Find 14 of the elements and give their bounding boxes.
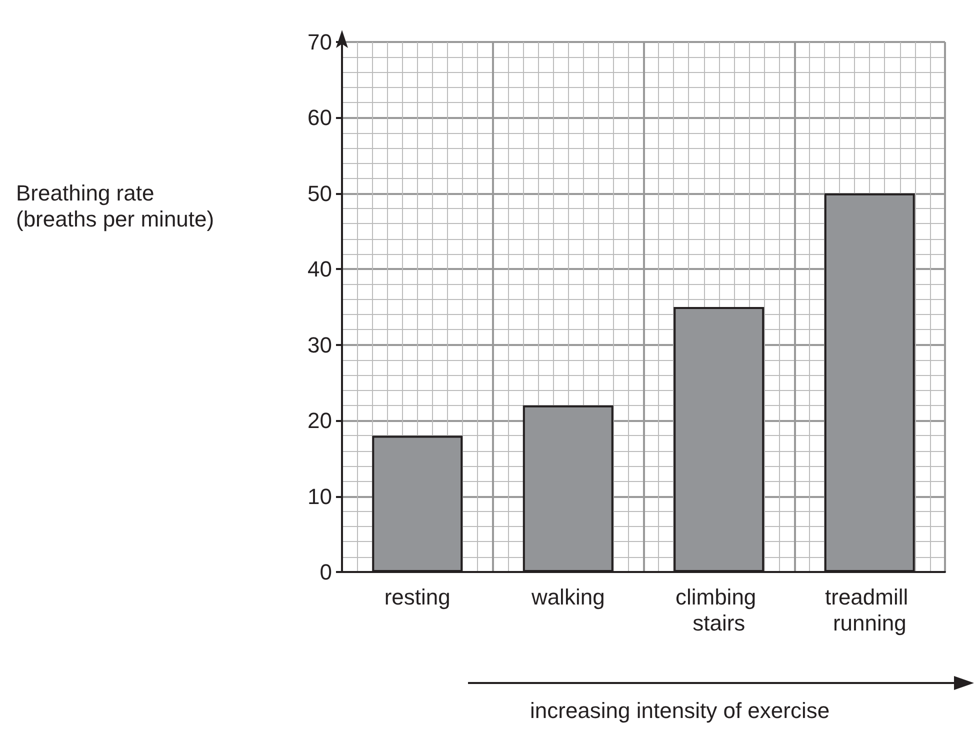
y-tick-label: 20 (308, 408, 332, 434)
y-tick-label: 40 (308, 256, 332, 282)
x-tick-label: resting (384, 584, 450, 610)
x-axis-title: increasing intensity of exercise (530, 698, 831, 724)
y-tick-label: 10 (308, 484, 332, 509)
y-tick-label: 50 (308, 180, 332, 206)
y-axis-title: Breathing rate (breaths per minute) (16, 180, 214, 232)
y-tick-label: 30 (308, 332, 332, 358)
x-tick-label: treadmill running (825, 584, 914, 636)
x-tick-label: walking (530, 584, 605, 610)
x-tick-label: climbing stairs (675, 584, 762, 636)
y-tick-label: 0 (320, 560, 332, 584)
y-tick-label: 70 (308, 30, 332, 54)
y-tick-label: 60 (308, 105, 332, 130)
